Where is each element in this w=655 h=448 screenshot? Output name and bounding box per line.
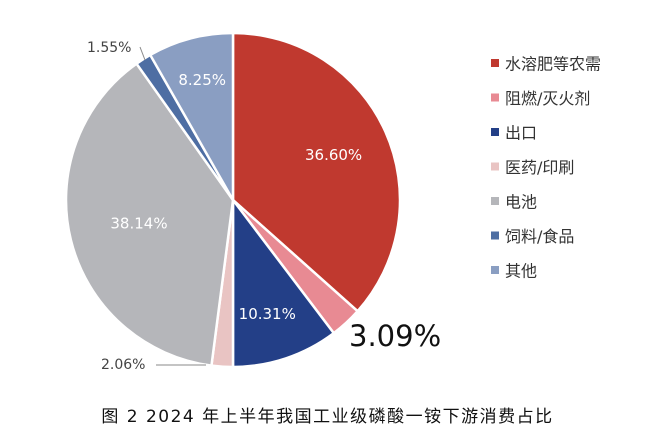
data-label-1: 3.09% <box>349 319 441 353</box>
legend-label-1: 阻燃/灭火剂 <box>505 89 590 108</box>
pie-slice-4 <box>64 62 235 367</box>
pie-slice-2 <box>231 198 336 369</box>
pie-slice-0 <box>231 31 402 313</box>
legend-swatch-4 <box>491 197 499 205</box>
legend-label-4: 电池 <box>505 193 537 212</box>
data-label-5: 1.55% <box>87 40 131 56</box>
slices-layer <box>64 31 402 369</box>
legend-label-2: 出口 <box>505 124 537 143</box>
data-label-3: 2.06% <box>101 357 145 373</box>
data-label-6: 8.25% <box>178 71 226 89</box>
legend-swatch-0 <box>491 59 499 67</box>
data-labels-layer: 36.60% 3.09% 10.31% 2.06% 38.14% 1.55% 8.25% <box>87 40 441 373</box>
legend-swatch-5 <box>491 231 499 240</box>
legend-label-3: 医药/印刷 <box>505 158 574 177</box>
legend-swatch-3 <box>491 162 499 171</box>
pie-chart-area: 36.60% 3.09% 10.31% 2.06% 38.14% 1.55% 8.25% 水… <box>64 31 601 373</box>
legend-label-5: 饲料/食品 <box>505 227 574 246</box>
data-label-4: 38.14% <box>110 215 167 233</box>
data-label-0: 36.60% <box>305 146 362 164</box>
legend-swatch-1 <box>491 93 499 102</box>
figure-caption: 图 2 2024 年上半年我国工业级磷酸一铵下游消费占比 <box>101 407 554 427</box>
legend-label-0: 水溶肥等农需 <box>505 55 601 74</box>
leader-line-5 <box>139 46 146 61</box>
pie-slice-6 <box>149 31 235 202</box>
pie-chart: 36.60% 3.09% 10.31% 2.06% 38.14% 1.55% 8.25% 水… <box>64 31 601 373</box>
data-label-2: 10.31% <box>239 305 296 323</box>
legend-label-6: 其他 <box>505 262 537 281</box>
legend-swatch-2 <box>491 128 499 136</box>
legend-swatch-6 <box>491 266 499 274</box>
